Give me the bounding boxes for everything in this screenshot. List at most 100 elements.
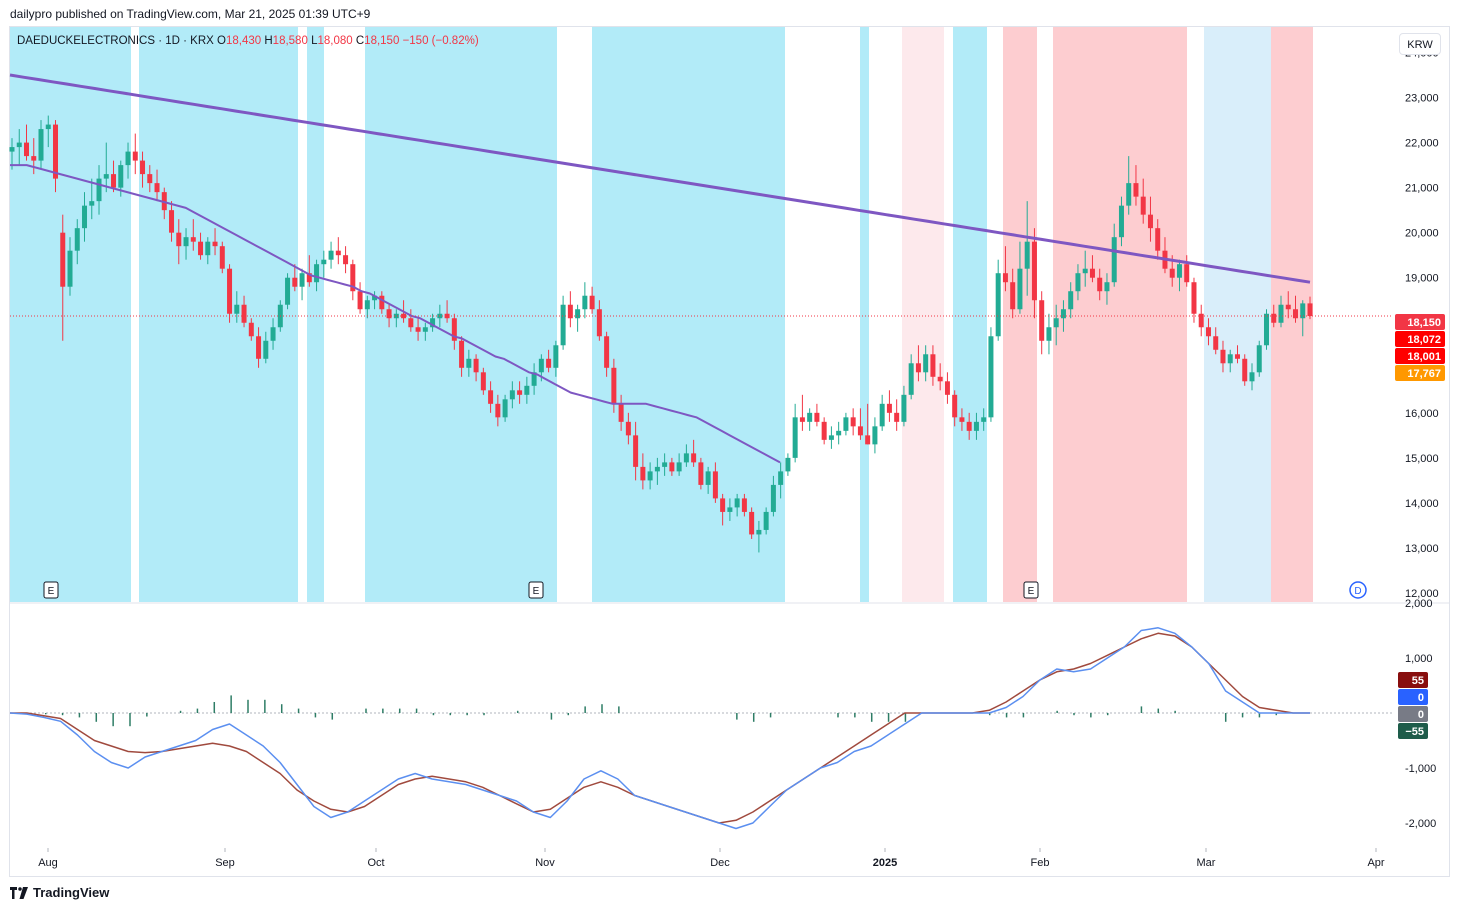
candle-body (567, 304, 573, 319)
background-band (1204, 27, 1271, 602)
candle-body (459, 340, 465, 368)
candle-body (169, 210, 175, 233)
candle-body (466, 358, 472, 368)
candle-body (1198, 313, 1204, 328)
candle-body (828, 435, 834, 440)
y-tick-label: 23,000 (1405, 93, 1439, 105)
candle-body (604, 336, 610, 368)
candle-body (212, 241, 218, 247)
candle-body (154, 183, 160, 193)
candle-body (1111, 237, 1117, 283)
candle-body (618, 403, 624, 422)
macd-tag-label: 55 (1412, 675, 1424, 687)
candle-body (894, 412, 900, 422)
candle-body (190, 237, 196, 242)
candle-body (205, 241, 211, 256)
candle-body (31, 156, 37, 161)
candle-body (995, 273, 1001, 337)
y-tick-label: 12,000 (1405, 588, 1439, 600)
macd-line (9, 627, 1310, 830)
candle-body (328, 250, 334, 260)
candle-body (314, 264, 320, 283)
tradingview-logo-icon (10, 886, 28, 899)
candle-body (241, 304, 247, 323)
macd-tag-label: 0 (1418, 692, 1424, 704)
candle-body (270, 327, 276, 341)
candle-body (1060, 309, 1066, 319)
legend-low: 18,080 (317, 35, 353, 47)
candle-body (1227, 354, 1233, 364)
candle-body (1256, 345, 1262, 373)
y-tick-label: 13,000 (1405, 543, 1439, 555)
candle-body (1213, 336, 1219, 350)
price-tag (1395, 365, 1445, 381)
candle-body (756, 529, 762, 535)
candle-body (125, 151, 131, 166)
background-band (365, 27, 557, 602)
candle-body (778, 471, 784, 485)
candle-body (1039, 300, 1045, 341)
candle-body (1075, 273, 1081, 292)
candle-body (1278, 304, 1284, 323)
candle-body (473, 358, 479, 373)
candle-body (792, 417, 798, 458)
candle-body (712, 471, 718, 499)
ma-long-line (9, 73, 1311, 284)
candle-body (814, 412, 820, 422)
candle-body (299, 273, 305, 287)
ma-short-line (10, 164, 781, 464)
candle-body (749, 511, 755, 535)
candle-body (1263, 313, 1269, 346)
candle-body (96, 178, 102, 202)
candle-body (480, 372, 486, 391)
legend-close-label: C (355, 35, 365, 47)
macd-tag (1398, 672, 1428, 688)
candle-body (1271, 313, 1277, 323)
candle-body (944, 381, 950, 395)
earnings-marker-label: E (1028, 586, 1035, 597)
candle-body (357, 291, 363, 310)
background-band (953, 27, 987, 602)
candle-body (60, 232, 66, 287)
candle-body (408, 318, 414, 328)
candle-body (959, 417, 965, 422)
macd-tag (1398, 723, 1428, 739)
candle-body (67, 250, 73, 287)
candle-body (546, 358, 552, 368)
legend-high: 18,580 (272, 35, 308, 47)
candle-body (575, 309, 581, 319)
background-band (1053, 27, 1187, 602)
candle-body (662, 462, 668, 467)
candle-body (625, 421, 631, 436)
candle-body (589, 295, 595, 310)
candle-body (988, 336, 994, 418)
earnings-marker (43, 581, 59, 599)
candle-body (1234, 354, 1240, 359)
candle-body (502, 399, 508, 418)
candle-body (683, 453, 689, 463)
candle-body (24, 142, 30, 157)
price-tag (1395, 348, 1445, 364)
candle-body (364, 300, 370, 310)
currency-button[interactable]: KRW (1399, 33, 1441, 55)
macd-tag-label: −55 (1405, 726, 1424, 738)
macd-y-tick-label: -1,000 (1405, 763, 1436, 775)
publish-header: dailypro published on TradingView.com, M… (10, 7, 371, 21)
candle-body (1155, 228, 1161, 251)
candle-body (850, 417, 856, 427)
candle-body (350, 264, 356, 292)
candle-body (538, 358, 544, 373)
candle-body (611, 367, 617, 404)
price-tag-label: 18,001 (1407, 351, 1441, 363)
candle-body (836, 430, 842, 436)
candle-body (582, 295, 588, 310)
candle-body (691, 453, 697, 463)
x-tick-label: Oct (367, 857, 384, 869)
x-tick-label: Aug (38, 857, 58, 869)
background-band (902, 27, 944, 602)
macd-y-tick-label: 2,000 (1405, 598, 1433, 610)
legend-low-label: L (311, 35, 318, 47)
x-tick-label: Nov (535, 857, 555, 869)
candle-body (1010, 282, 1016, 310)
